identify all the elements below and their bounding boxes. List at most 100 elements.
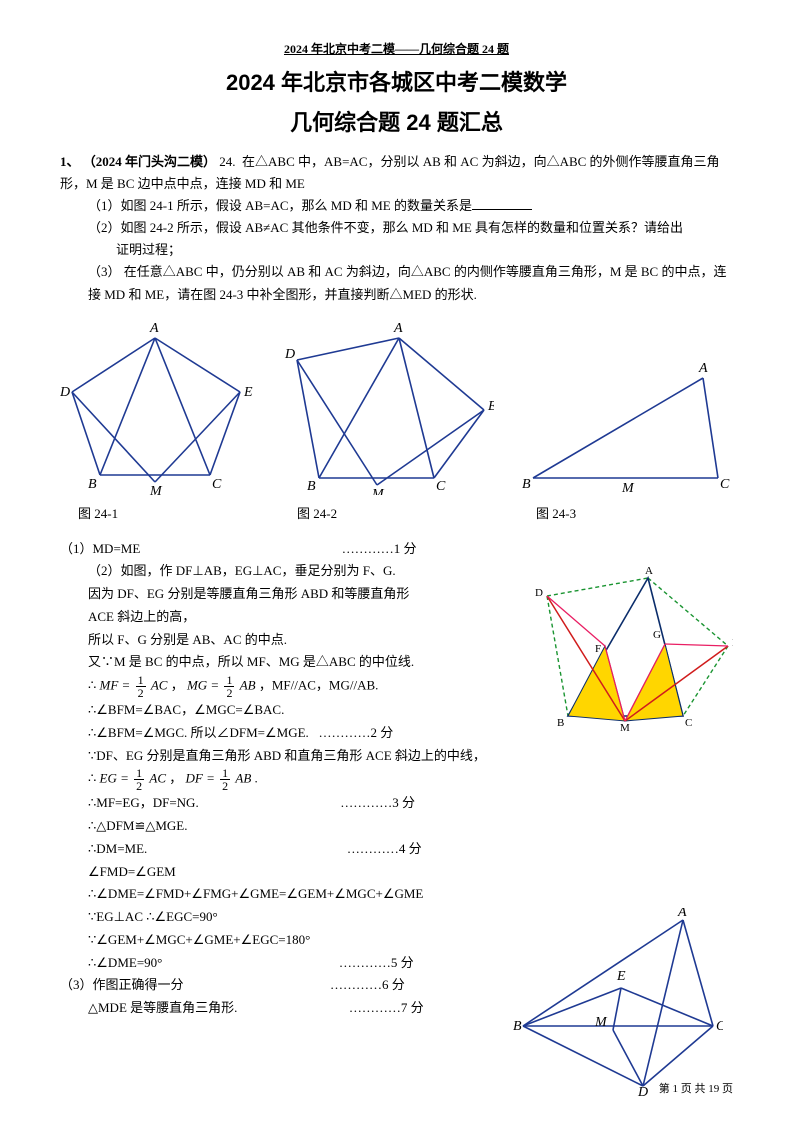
- side2-svg: A B C M D E: [513, 908, 723, 1098]
- svg-text:C: C: [716, 1019, 723, 1034]
- sol-l12: ∴△DFM≌△MGE.: [60, 815, 733, 838]
- l20-text: △MDE 是等腰直角三角形.: [88, 1000, 237, 1015]
- page-footer: 第 1 页 共 19 页: [659, 1080, 733, 1096]
- fig3-caption: 图 24-3: [518, 503, 733, 522]
- frac3-den: 2: [134, 780, 144, 792]
- svg-text:E: E: [487, 399, 494, 414]
- svg-text:A: A: [149, 321, 159, 336]
- score-4: …………4 分: [347, 841, 422, 856]
- question-qnum: 24.: [219, 154, 235, 169]
- question-number: 1、: [60, 154, 80, 169]
- l6-e: MG =: [187, 678, 219, 693]
- sol-l14: ∠FMD=∠GEM: [60, 861, 733, 884]
- fig3-svg: A B C M: [518, 360, 733, 495]
- svg-text:B: B: [513, 1019, 522, 1034]
- svg-text:M: M: [371, 487, 385, 495]
- question-source: （2024 年门头沟二模）: [83, 154, 216, 169]
- svg-text:E: E: [732, 637, 733, 649]
- svg-text:B: B: [522, 477, 531, 492]
- fig2-caption: 图 24-2: [279, 503, 494, 522]
- sol-l15: ∴∠DME=∠FMD+∠FMG+∠GME=∠GEM+∠MGC+∠GME: [60, 883, 733, 906]
- score-2: …………2 分: [319, 725, 394, 740]
- figures-row: A D E B C M 图 24-1 A D E B C M 图 24-2 A B C M 图 24-3: [60, 320, 733, 522]
- svg-text:C: C: [436, 479, 446, 494]
- figure-24-3: A B C M 图 24-3: [518, 360, 733, 522]
- sol-l9: ∵DF、EG 分别是直角三角形 ABD 和直角三角形 ACE 斜边上的中线，: [60, 745, 733, 768]
- svg-text:E: E: [243, 385, 253, 400]
- svg-text:G: G: [653, 629, 661, 641]
- svg-text:A: A: [677, 908, 687, 920]
- svg-text:A: A: [645, 566, 653, 577]
- frac1-den: 2: [136, 687, 146, 699]
- side-figure-1: A B C M D E F G: [533, 566, 733, 739]
- l19-text: （3）作图正确得一分: [60, 977, 184, 992]
- l6-c: AC: [151, 678, 168, 693]
- question-block: 1、 （2024 年门头沟二模） 24. 在△ABC 中，AB=AC，分别以 A…: [60, 151, 733, 306]
- fig1-svg: A D E B C M: [60, 320, 255, 495]
- figure-24-2: A D E B C M 图 24-2: [279, 320, 494, 522]
- l10-f: AB: [235, 771, 251, 786]
- answer-blank: [472, 197, 532, 210]
- frac2-den: 2: [224, 687, 234, 699]
- svg-text:M: M: [149, 484, 163, 495]
- l8-text: ∴∠BFM=∠MGC. 所以∠DFM=∠MGE.: [88, 725, 309, 740]
- frac-3: 12: [134, 767, 144, 792]
- score-7: …………7 分: [349, 1000, 424, 1015]
- part1-text: （1）如图 24-1 所示，假设 AB=AC，那么 MD 和 ME 的数量关系是: [88, 198, 472, 213]
- svg-text:D: D: [284, 347, 295, 362]
- score-1: …………1 分: [342, 541, 417, 556]
- sol-l13: ∴DM=ME. …………4 分: [60, 838, 733, 861]
- l10-d: ，: [169, 771, 182, 786]
- l6-b: MF =: [100, 678, 131, 693]
- svg-text:A: A: [393, 321, 403, 336]
- l10-a: ∴: [88, 771, 96, 786]
- l10-b: EG =: [100, 771, 129, 786]
- svg-text:B: B: [88, 477, 97, 492]
- l6-g: ，MF//AC，MG//AB.: [259, 678, 379, 693]
- fig2-svg: A D E B C M: [279, 320, 494, 495]
- side-figure-2: A B C M D E: [513, 908, 723, 1106]
- l10-e: DF =: [186, 771, 215, 786]
- svg-text:C: C: [212, 477, 222, 492]
- question-part2: （2）如图 24-2 所示，假设 AB≠AC 其他条件不变，那么 MD 和 ME…: [60, 217, 733, 239]
- svg-text:D: D: [60, 385, 70, 400]
- svg-text:E: E: [616, 969, 626, 984]
- sol-l10: ∴ EG = 12 AC ， DF = 12 AB .: [60, 767, 733, 792]
- running-header: 2024 年北京中考二模——几何综合题 24 题: [60, 40, 733, 57]
- l10-g: .: [255, 771, 258, 786]
- score-5: …………5 分: [339, 955, 414, 970]
- svg-text:M: M: [621, 481, 635, 495]
- sol-l11: ∴MF=EG，DF=NG. …………3 分: [60, 792, 733, 815]
- l6-f: AB: [240, 678, 256, 693]
- fig1-caption: 图 24-1: [60, 503, 255, 522]
- svg-text:C: C: [720, 477, 730, 492]
- sol-l1-text: （1）MD=ME: [60, 541, 140, 556]
- sub-title: 几何综合题 24 题汇总: [60, 105, 733, 137]
- question-part1: （1）如图 24-1 所示，假设 AB=AC，那么 MD 和 ME 的数量关系是: [60, 195, 733, 217]
- l6-a: ∴: [88, 678, 96, 693]
- frac-1: 12: [136, 674, 146, 699]
- side1-svg: A B C M D E F G: [533, 566, 733, 731]
- svg-text:D: D: [637, 1085, 648, 1098]
- solution-block: ABCMDEFG ABCMDE （1）MD=ME …………1 分 （2）如图，作…: [60, 538, 733, 1020]
- l18-text: ∴∠DME=90°: [88, 955, 162, 970]
- l11-text: ∴MF=EG，DF=NG.: [88, 795, 199, 810]
- svg-text:B: B: [557, 717, 564, 729]
- svg-text:M: M: [620, 722, 630, 731]
- svg-text:C: C: [685, 717, 692, 729]
- l10-c: AC: [149, 771, 166, 786]
- svg-text:B: B: [307, 479, 316, 494]
- svg-text:M: M: [594, 1015, 608, 1030]
- frac-4: 12: [220, 767, 230, 792]
- svg-text:A: A: [698, 361, 708, 376]
- figure-24-1: A D E B C M 图 24-1: [60, 320, 255, 522]
- l13-text: ∴DM=ME.: [88, 841, 147, 856]
- frac-2: 12: [224, 674, 234, 699]
- question-part2b: 证明过程；: [60, 239, 733, 261]
- sol-l1: （1）MD=ME …………1 分: [60, 538, 733, 561]
- score-3: …………3 分: [340, 795, 415, 810]
- score-6: …………6 分: [330, 977, 405, 992]
- l6-d: ，: [171, 678, 184, 693]
- svg-text:D: D: [535, 587, 543, 599]
- svg-text:F: F: [595, 643, 601, 655]
